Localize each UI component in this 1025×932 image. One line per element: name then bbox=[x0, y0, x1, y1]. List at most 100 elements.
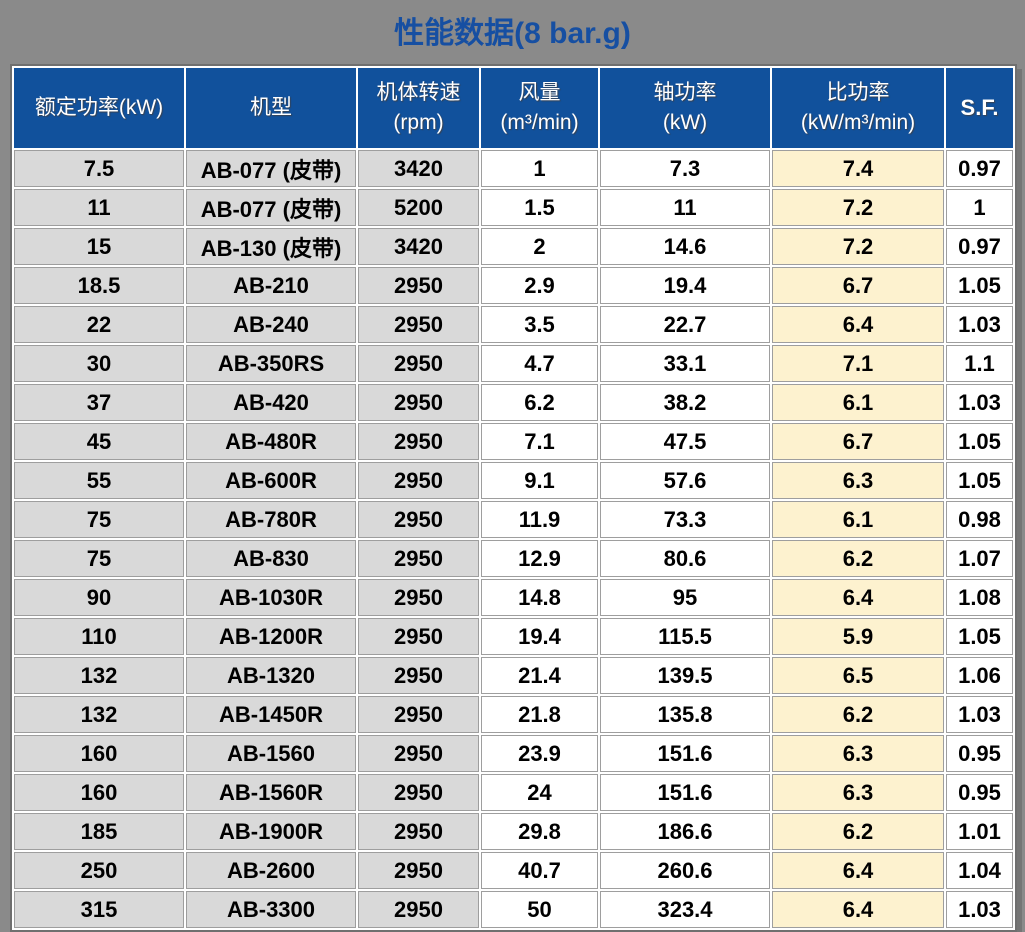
cell-shaft-power: 80.6 bbox=[600, 540, 770, 577]
cell-body-speed: 2950 bbox=[358, 852, 479, 889]
table-row: 37 AB-420 2950 6.2 38.2 6.1 1.03 bbox=[14, 384, 1013, 421]
cell-shaft-power: 115.5 bbox=[600, 618, 770, 655]
cell-body-speed: 2950 bbox=[358, 657, 479, 694]
column-header-label: S.F. bbox=[960, 95, 999, 120]
cell-rated-power: 55 bbox=[14, 462, 184, 499]
table-row: 22 AB-240 2950 3.5 22.7 6.4 1.03 bbox=[14, 306, 1013, 343]
column-header-air-flow: 风量 (m³/min) bbox=[481, 68, 598, 148]
cell-rated-power: 160 bbox=[14, 735, 184, 772]
cell-air-flow: 14.8 bbox=[481, 579, 598, 616]
cell-service-factor: 1.05 bbox=[946, 462, 1013, 499]
cell-rated-power: 132 bbox=[14, 696, 184, 733]
cell-body-speed: 2950 bbox=[358, 579, 479, 616]
cell-body-speed: 2950 bbox=[358, 384, 479, 421]
column-header-label: 机型 bbox=[250, 96, 292, 119]
cell-body-speed: 2950 bbox=[358, 774, 479, 811]
cell-rated-power: 185 bbox=[14, 813, 184, 850]
cell-model: AB-1900R bbox=[186, 813, 356, 850]
cell-shaft-power: 135.8 bbox=[600, 696, 770, 733]
table-header-row: 额定功率(kW) 机型 机体转速 (rpm) 风量 (m³/min) 轴功率 (kW) 比功率 (… bbox=[14, 68, 1013, 148]
cell-body-speed: 2950 bbox=[358, 501, 479, 538]
table-row: 160 AB-1560R 2950 24 151.6 6.3 0.95 bbox=[14, 774, 1013, 811]
cell-shaft-power: 33.1 bbox=[600, 345, 770, 382]
cell-specific-power: 7.2 bbox=[772, 228, 944, 265]
cell-specific-power: 6.4 bbox=[772, 852, 944, 889]
cell-air-flow: 19.4 bbox=[481, 618, 598, 655]
cell-body-speed: 2950 bbox=[358, 462, 479, 499]
cell-shaft-power: 14.6 bbox=[600, 228, 770, 265]
column-header-unit: (rpm) bbox=[393, 111, 444, 134]
cell-body-speed: 5200 bbox=[358, 189, 479, 226]
cell-specific-power: 6.1 bbox=[772, 384, 944, 421]
column-header-service-factor: S.F. bbox=[946, 68, 1013, 148]
cell-specific-power: 6.7 bbox=[772, 423, 944, 460]
cell-shaft-power: 11 bbox=[600, 189, 770, 226]
table-row: 15 AB-130 (皮带) 3420 2 14.6 7.2 0.97 bbox=[14, 228, 1013, 265]
table-row: 110 AB-1200R 2950 19.4 115.5 5.9 1.05 bbox=[14, 618, 1013, 655]
cell-body-speed: 2950 bbox=[358, 540, 479, 577]
cell-air-flow: 12.9 bbox=[481, 540, 598, 577]
cell-rated-power: 22 bbox=[14, 306, 184, 343]
cell-shaft-power: 19.4 bbox=[600, 267, 770, 304]
cell-specific-power: 6.7 bbox=[772, 267, 944, 304]
table-row: 45 AB-480R 2950 7.1 47.5 6.7 1.05 bbox=[14, 423, 1013, 460]
cell-model: AB-1320 bbox=[186, 657, 356, 694]
cell-body-speed: 3420 bbox=[358, 150, 479, 187]
column-header-unit: (m³/min) bbox=[500, 111, 579, 134]
table-row: 90 AB-1030R 2950 14.8 95 6.4 1.08 bbox=[14, 579, 1013, 616]
cell-air-flow: 29.8 bbox=[481, 813, 598, 850]
cell-model: AB-1200R bbox=[186, 618, 356, 655]
table-row: 18.5 AB-210 2950 2.9 19.4 6.7 1.05 bbox=[14, 267, 1013, 304]
cell-model: AB-1560 bbox=[186, 735, 356, 772]
cell-model: AB-2600 bbox=[186, 852, 356, 889]
cell-air-flow: 21.8 bbox=[481, 696, 598, 733]
cell-service-factor: 0.95 bbox=[946, 774, 1013, 811]
cell-air-flow: 2.9 bbox=[481, 267, 598, 304]
cell-rated-power: 132 bbox=[14, 657, 184, 694]
cell-air-flow: 50 bbox=[481, 891, 598, 928]
cell-rated-power: 250 bbox=[14, 852, 184, 889]
cell-service-factor: 1.01 bbox=[946, 813, 1013, 850]
cell-rated-power: 315 bbox=[14, 891, 184, 928]
table-row: 75 AB-830 2950 12.9 80.6 6.2 1.07 bbox=[14, 540, 1013, 577]
cell-service-factor: 1.05 bbox=[946, 423, 1013, 460]
cell-shaft-power: 73.3 bbox=[600, 501, 770, 538]
table-row: 315 AB-3300 2950 50 323.4 6.4 1.03 bbox=[14, 891, 1013, 928]
cell-air-flow: 3.5 bbox=[481, 306, 598, 343]
cell-model: AB-077 (皮带) bbox=[186, 189, 356, 226]
cell-service-factor: 1 bbox=[946, 189, 1013, 226]
cell-shaft-power: 95 bbox=[600, 579, 770, 616]
cell-air-flow: 1 bbox=[481, 150, 598, 187]
cell-body-speed: 2950 bbox=[358, 306, 479, 343]
cell-shaft-power: 22.7 bbox=[600, 306, 770, 343]
table-row: 132 AB-1450R 2950 21.8 135.8 6.2 1.03 bbox=[14, 696, 1013, 733]
cell-model: AB-780R bbox=[186, 501, 356, 538]
cell-shaft-power: 151.6 bbox=[600, 774, 770, 811]
cell-air-flow: 2 bbox=[481, 228, 598, 265]
column-header-label: 风量 bbox=[518, 81, 561, 104]
column-header-label: 额定功率(kW) bbox=[34, 96, 164, 119]
cell-specific-power: 6.5 bbox=[772, 657, 944, 694]
cell-model: AB-480R bbox=[186, 423, 356, 460]
cell-service-factor: 1.03 bbox=[946, 384, 1013, 421]
cell-specific-power: 6.2 bbox=[772, 696, 944, 733]
table-row: 75 AB-780R 2950 11.9 73.3 6.1 0.98 bbox=[14, 501, 1013, 538]
cell-specific-power: 6.2 bbox=[772, 813, 944, 850]
cell-air-flow: 23.9 bbox=[481, 735, 598, 772]
cell-shaft-power: 7.3 bbox=[600, 150, 770, 187]
table-row: 11 AB-077 (皮带) 5200 1.5 11 7.2 1 bbox=[14, 189, 1013, 226]
cell-model: AB-1560R bbox=[186, 774, 356, 811]
cell-shaft-power: 38.2 bbox=[600, 384, 770, 421]
column-header-rated-power: 额定功率(kW) bbox=[14, 68, 184, 148]
cell-body-speed: 2950 bbox=[358, 345, 479, 382]
cell-specific-power: 6.3 bbox=[772, 735, 944, 772]
column-header-unit: (kW) bbox=[662, 111, 708, 134]
cell-specific-power: 7.2 bbox=[772, 189, 944, 226]
cell-shaft-power: 57.6 bbox=[600, 462, 770, 499]
cell-service-factor: 1.03 bbox=[946, 306, 1013, 343]
cell-service-factor: 0.95 bbox=[946, 735, 1013, 772]
cell-rated-power: 45 bbox=[14, 423, 184, 460]
cell-service-factor: 1.05 bbox=[946, 267, 1013, 304]
column-header-shaft-power: 轴功率 (kW) bbox=[600, 68, 770, 148]
cell-rated-power: 11 bbox=[14, 189, 184, 226]
